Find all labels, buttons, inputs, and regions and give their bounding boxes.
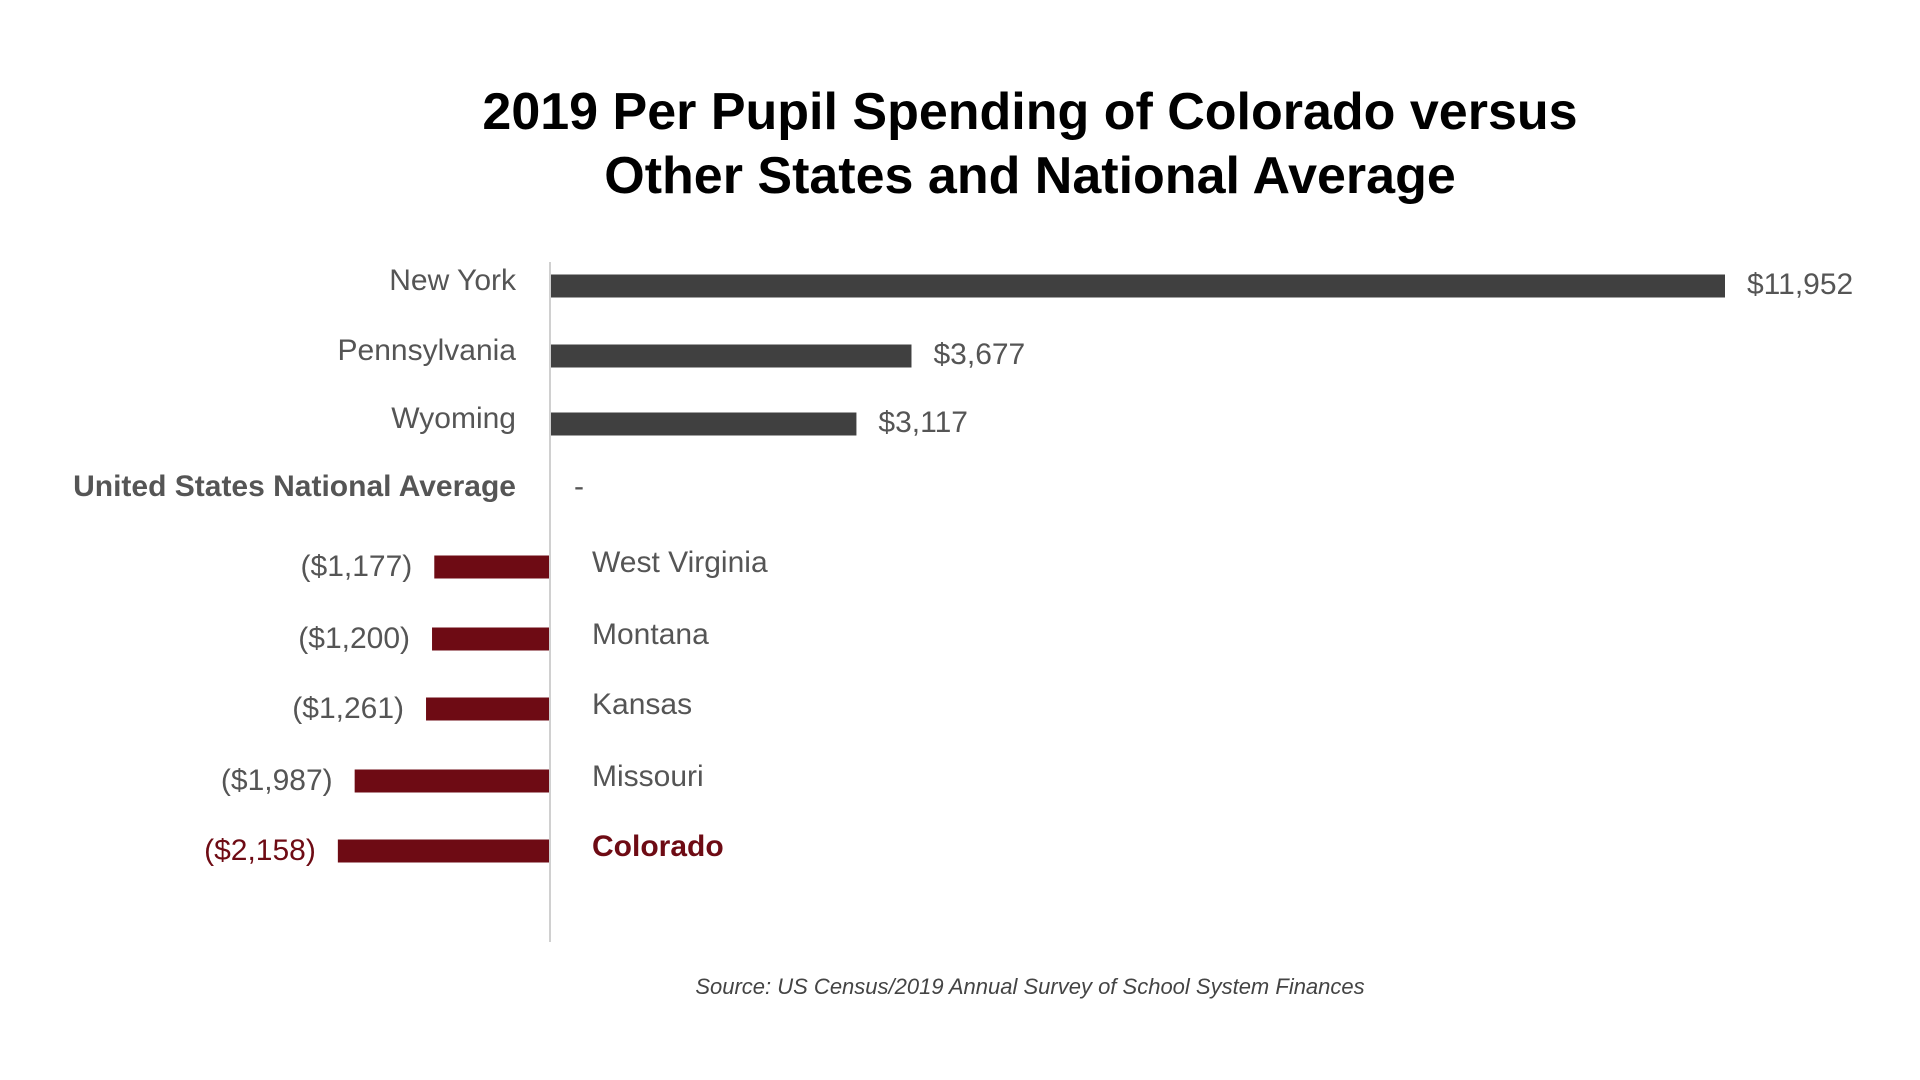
category-label-missouri: Missouri [592, 760, 704, 793]
chart-title: 2019 Per Pupil Spending of Colorado vers… [0, 80, 1920, 208]
category-label-new-york: New York [389, 264, 517, 297]
chart-title-line-2: Other States and National Average [604, 147, 1456, 205]
value-label-pennsylvania: $3,677 [933, 338, 1025, 371]
bar-missouri [354, 769, 550, 793]
category-label-colorado: Colorado [592, 830, 724, 863]
value-label-wyoming: $3,117 [878, 406, 968, 439]
value-label-united-states-national-average: - [574, 470, 584, 503]
category-label-kansas: Kansas [592, 688, 692, 721]
bar-west-virginia [434, 555, 550, 579]
source-note: Source: US Census/2019 Annual Survey of … [695, 974, 1365, 999]
bar-pennsylvania [550, 344, 912, 368]
category-label-wyoming: Wyoming [391, 402, 516, 435]
value-label-colorado: ($2,158) [204, 834, 316, 867]
value-label-montana: ($1,200) [298, 622, 410, 655]
value-label-missouri: ($1,987) [221, 764, 333, 797]
value-label-kansas: ($1,261) [292, 692, 404, 725]
bar-wyoming [550, 412, 857, 436]
bar-kansas [426, 697, 550, 721]
category-label-pennsylvania: Pennsylvania [338, 334, 517, 367]
category-label-united-states-national-average: United States National Average [73, 470, 516, 503]
category-label-montana: Montana [592, 618, 709, 651]
bar-montana [432, 627, 550, 651]
category-label-west-virginia: West Virginia [592, 546, 768, 579]
label-group: New York $11,952 Pennsylvania $3,677 Wyoming… [73, 264, 1853, 867]
value-label-new-york: $11,952 [1747, 268, 1853, 301]
bar-group [337, 274, 1725, 863]
chart-title-line-1: 2019 Per Pupil Spending of Colorado vers… [482, 83, 1578, 141]
bar-new-york [550, 274, 1725, 298]
value-label-west-virginia: ($1,177) [301, 550, 413, 583]
bar-colorado [337, 839, 550, 863]
